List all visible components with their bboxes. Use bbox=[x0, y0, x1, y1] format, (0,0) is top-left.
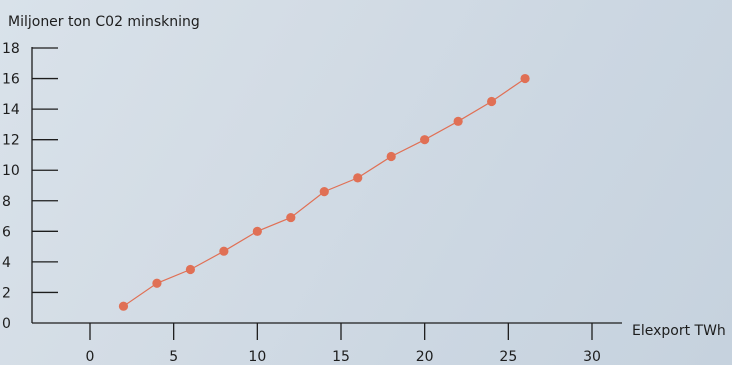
data-point bbox=[152, 278, 162, 288]
y-tick-label: 6 bbox=[2, 224, 11, 240]
data-point bbox=[487, 96, 497, 107]
y-tick-label: 10 bbox=[2, 163, 20, 179]
x-tick-label: 25 bbox=[499, 349, 517, 365]
x-tick-label: 5 bbox=[169, 349, 178, 365]
series-layer bbox=[118, 73, 530, 311]
data-point bbox=[286, 212, 296, 223]
data-point bbox=[185, 264, 195, 275]
x-axis-title: Elexport TWh bbox=[632, 323, 726, 339]
data-point bbox=[353, 173, 363, 183]
data-point bbox=[420, 135, 430, 145]
data-point bbox=[386, 151, 396, 162]
x-tick-label: 0 bbox=[86, 349, 95, 365]
data-point bbox=[219, 246, 229, 256]
y-tick-label: 4 bbox=[2, 255, 11, 271]
data-point bbox=[453, 116, 463, 126]
y-tick-label: 18 bbox=[2, 41, 20, 57]
y-tick-label: 0 bbox=[2, 316, 11, 332]
y-tick-label: 16 bbox=[2, 72, 20, 88]
x-tick-label: 30 bbox=[583, 349, 601, 365]
data-point bbox=[319, 187, 329, 197]
data-point bbox=[520, 73, 530, 84]
x-tick-label: 15 bbox=[332, 349, 350, 365]
axes: 0 2 4 6 8 10 12 14 16 18 0 5 10 15 20 25 30 bbox=[2, 41, 622, 365]
y-tick-label: 12 bbox=[2, 133, 20, 149]
y-tick-label: 2 bbox=[2, 285, 11, 301]
x-tick-label: 20 bbox=[416, 349, 434, 365]
x-tick-label: 10 bbox=[248, 349, 266, 365]
y-axis-title: Miljoner ton C02 minskning bbox=[8, 14, 200, 30]
y-tick-label: 8 bbox=[2, 194, 11, 210]
y-tick-label: 14 bbox=[2, 102, 20, 118]
data-point bbox=[252, 226, 262, 236]
data-point bbox=[118, 301, 129, 311]
